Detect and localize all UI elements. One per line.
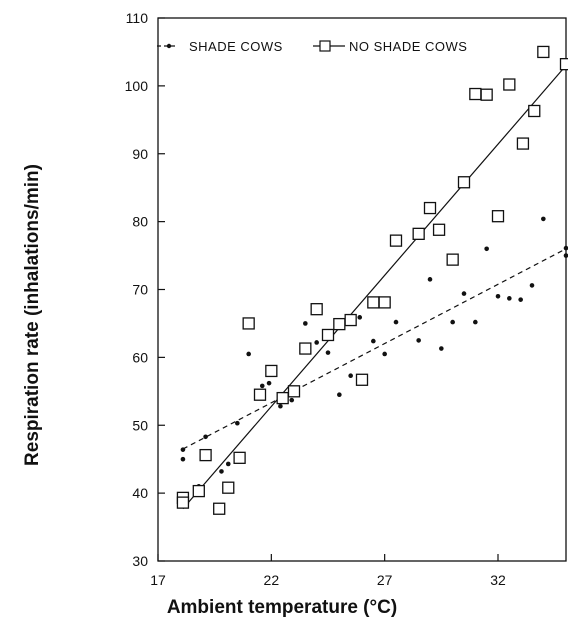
shade-cow-point: [180, 456, 186, 462]
shade-cow-point: [225, 461, 231, 467]
shade-cow-point: [289, 397, 295, 403]
no-shade-cow-point: [503, 78, 516, 91]
shade-cow-point: [393, 319, 399, 325]
y-axis-title: Respiration rate (inhalations/min): [22, 164, 43, 466]
no-shade-cow-point: [412, 227, 425, 240]
shade-cow-point: [348, 373, 353, 379]
x-axis-ticks: 17 22 27 32: [150, 554, 506, 588]
no-shade-cow-point: [233, 451, 246, 464]
no-shade-cow-point: [432, 223, 446, 236]
x-tick-label: 22: [264, 572, 280, 588]
shade-cow-point: [357, 315, 363, 320]
shade-trend-line: [182, 248, 567, 450]
no-shade-cow-point: [491, 210, 505, 223]
no-shade-cow-point: [310, 303, 323, 316]
y-tick-label: 60: [132, 349, 148, 365]
plot-frame: [157, 17, 567, 562]
y-tick-label: 50: [132, 417, 148, 433]
no-shade-cow-point: [287, 385, 301, 398]
shade-cow-point: [180, 447, 186, 452]
y-tick-label: 40: [132, 485, 148, 501]
shade-cow-point: [518, 297, 523, 302]
no-shade-cow-point: [469, 87, 482, 101]
shade-cow-point: [303, 321, 308, 326]
data-points: [176, 45, 568, 515]
shade-cow-point: [439, 346, 444, 351]
no-shade-cow-point: [253, 388, 267, 401]
legend-dot-marker: [166, 43, 172, 49]
shade-cow-point: [259, 383, 265, 389]
shade-cow-point: [337, 392, 342, 398]
y-axis-ticks: 30 40 50 60 70 80 90 100 110: [125, 10, 165, 569]
x-axis-title: Ambient temperature (°C): [167, 597, 397, 618]
no-shade-cow-point: [222, 481, 235, 494]
no-shade-cow-point: [367, 296, 380, 309]
shade-cow-point: [563, 253, 568, 258]
y-tick-label: 30: [132, 553, 148, 569]
shade-cow-point: [563, 245, 568, 251]
y-tick-label: 100: [125, 78, 149, 94]
y-tick-label: 80: [132, 214, 148, 230]
no-shade-cow-point: [389, 234, 403, 247]
shade-cow-point: [203, 434, 208, 440]
shade-cow-point: [495, 293, 501, 299]
shade-cow-point: [450, 319, 455, 325]
no-shade-cow-point: [321, 328, 335, 342]
no-shade-cow-point: [537, 45, 550, 59]
shade-cow-point: [371, 338, 376, 344]
legend-square-marker: [319, 40, 331, 52]
plot-axes: [157, 17, 567, 562]
no-shade-cow-point: [344, 313, 357, 327]
shade-cow-point: [507, 296, 512, 301]
legend-label-no-shade: NO SHADE COWS: [349, 39, 467, 54]
no-shade-cow-point: [423, 201, 437, 215]
no-shade-cow-point: [528, 104, 541, 118]
shade-cow-point: [473, 319, 478, 325]
legend: SHADE COWS NO SHADE COWS: [157, 39, 467, 54]
x-tick-label: 32: [490, 572, 506, 588]
shade-cow-point: [219, 469, 224, 474]
no-shade-cow-point: [378, 296, 391, 309]
no-shade-cow-point: [446, 253, 459, 266]
shade-cow-point: [235, 420, 240, 426]
shade-cow-point: [416, 338, 421, 343]
shade-cow-point: [382, 351, 387, 357]
no-shade-cow-point: [213, 502, 226, 515]
no-shade-cow-point: [333, 317, 346, 331]
no-shade-cow-point: [559, 58, 568, 71]
trend-lines: [182, 65, 567, 510]
no-shade-cow-point: [265, 364, 278, 378]
no-shade-cow-point: [516, 137, 530, 150]
no-shade-cow-point: [199, 448, 212, 462]
no-shade-cow-point: [480, 88, 493, 101]
no-shade-cow-point: [457, 176, 471, 189]
y-tick-label: 110: [126, 10, 149, 26]
no-shade-cow-point: [355, 373, 369, 386]
shade-cow-point: [325, 350, 331, 355]
x-tick-label: 17: [150, 572, 166, 588]
x-tick-label: 27: [377, 572, 393, 588]
shade-cow-point: [461, 291, 467, 296]
shade-cow-point: [278, 403, 283, 409]
y-tick-label: 70: [132, 282, 148, 298]
no-shade-cow-point: [192, 484, 205, 498]
no-shade-cow-point: [176, 496, 190, 509]
shade-cow-point: [266, 380, 272, 386]
no-shade-cow-point: [276, 391, 289, 405]
shade-cow-point: [427, 277, 433, 282]
y-tick-label: 90: [132, 146, 148, 162]
no-shade-cow-point: [242, 317, 255, 330]
no-shade-trend-line: [182, 65, 567, 510]
shade-cow-point: [484, 246, 489, 252]
shade-cow-point: [246, 351, 251, 357]
legend-label-shade: SHADE COWS: [189, 39, 283, 54]
shade-cow-point: [314, 340, 319, 345]
shade-cow-point: [541, 216, 546, 222]
no-shade-cow-point: [299, 342, 312, 355]
shade-cow-point: [529, 283, 535, 288]
